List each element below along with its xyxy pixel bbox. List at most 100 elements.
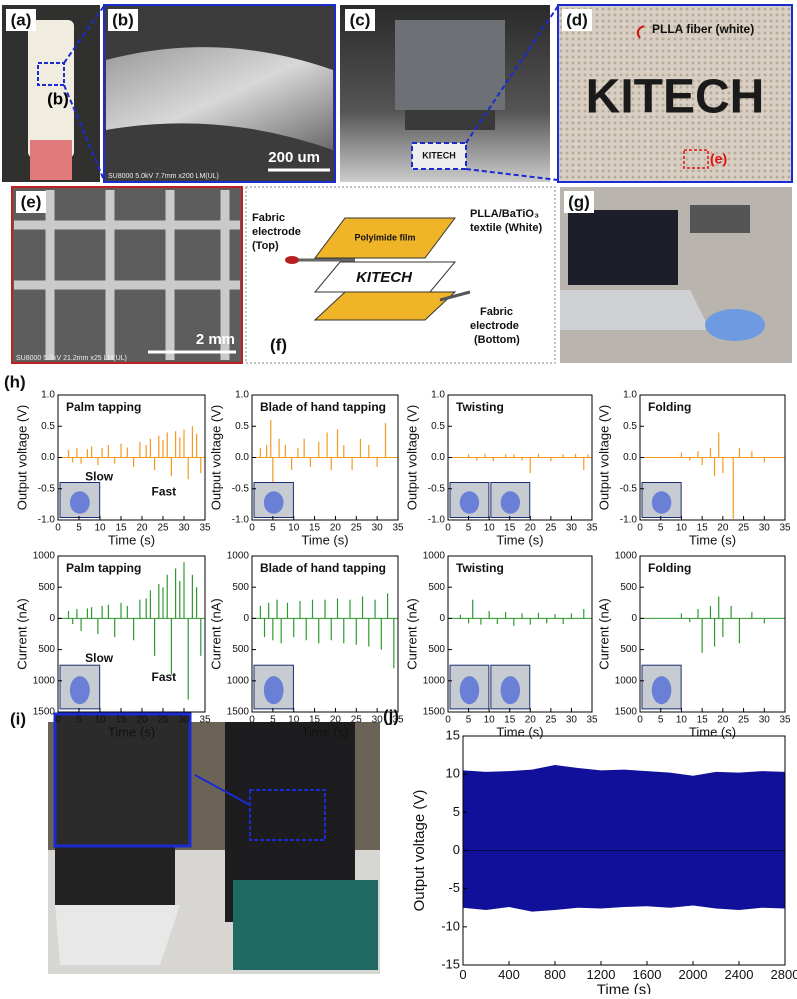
y-tick-label: -1.0: [38, 515, 56, 526]
y-tick-label: 500: [38, 644, 55, 655]
x-tick-label: 1600: [633, 967, 662, 982]
y-tick-label: -15: [441, 956, 460, 971]
y-axis-label: Current (nA): [404, 598, 419, 670]
logo: KITECH: [586, 71, 765, 124]
y-tick-label: 1000: [615, 551, 638, 562]
panel-label: (e): [21, 192, 42, 211]
y-tick-label: 1000: [33, 551, 56, 562]
panel-label: (b): [112, 10, 134, 29]
x-tick-label: 25: [157, 715, 169, 726]
x-tick-label: 0: [249, 715, 255, 726]
scale-label: 2 mm: [196, 331, 235, 348]
x-tick-label: 10: [94, 523, 106, 534]
x-tick-label: 25: [738, 523, 750, 534]
x-tick-label: 15: [115, 523, 127, 534]
x-tick-label: 30: [372, 523, 384, 534]
x-axis-label: Time (s): [108, 724, 155, 739]
x-tick-label: 15: [504, 523, 516, 534]
x-tick-label: 25: [545, 715, 557, 726]
y-tick-label: 0.5: [235, 421, 249, 432]
x-tick-label: 25: [351, 715, 363, 726]
x-tick-label: 25: [545, 523, 557, 534]
x-tick-label: 35: [199, 523, 211, 534]
y-tick-label: 1000: [423, 551, 446, 562]
x-tick-label: 5: [466, 715, 472, 726]
label-top: (Top): [252, 240, 279, 252]
panel-label: (a): [11, 10, 32, 29]
annotation: Fast: [151, 670, 176, 684]
x-tick-label: 35: [392, 715, 404, 726]
annotation: Slow: [85, 470, 114, 484]
y-tick-label: -0.5: [428, 483, 446, 494]
chart-title: Folding: [648, 561, 691, 575]
diagram-f: Polyimide film KITECH Fabric electrode (…: [245, 186, 556, 364]
y-tick-label: 0.0: [41, 452, 55, 463]
x-tick-label: 10: [484, 523, 496, 534]
y-tick-label: 1500: [227, 707, 250, 718]
scale-label: 200 um: [268, 149, 320, 166]
y-tick-label: 1500: [615, 707, 638, 718]
axis-frame: [57, 555, 206, 713]
y-tick-label: 500: [620, 582, 637, 593]
x-axis-label: Time (s): [496, 532, 543, 547]
x-tick-label: 800: [544, 967, 566, 982]
x-tick-label: 30: [178, 715, 190, 726]
inset-photo: [69, 491, 90, 514]
x-tick-label: 30: [372, 715, 384, 726]
y-axis-label: Current (nA): [208, 598, 223, 670]
x-tick-label: 10: [288, 523, 300, 534]
y-tick-label: 0: [631, 613, 637, 624]
x-axis-label: Time (s): [689, 532, 736, 547]
x-tick-label: 5: [658, 715, 664, 726]
x-tick-label: 10: [484, 715, 496, 726]
axis-frame: [639, 555, 786, 713]
y-tick-label: 0.5: [431, 421, 445, 432]
y-tick-label: 1000: [33, 675, 56, 686]
y-tick-label: 0.5: [623, 421, 637, 432]
x-tick-label: 10: [676, 523, 688, 534]
chart-title: Palm tapping: [66, 561, 141, 575]
y-tick-label: 500: [232, 582, 249, 593]
x-tick-label: 10: [288, 715, 300, 726]
x-tick-label: 20: [136, 715, 148, 726]
logo: KITECH: [356, 269, 413, 286]
inset-photo: [500, 491, 521, 514]
x-tick-label: 5: [76, 523, 82, 534]
x-tick-label: 35: [586, 715, 598, 726]
x-tick-label: 10: [94, 715, 106, 726]
y-tick-label: 5: [453, 804, 460, 819]
y-tick-label: 0.0: [235, 452, 249, 463]
y-tick-label: -5: [448, 880, 460, 895]
panel-label: (g): [568, 192, 590, 211]
x-tick-label: 1200: [587, 967, 616, 982]
photo-e: (e) 2 mm SU8000 5.0kV 21.2mm x25 LM(UL): [11, 186, 243, 364]
marker: (e): [710, 151, 727, 167]
x-tick-label: 15: [697, 523, 709, 534]
x-axis-label: Time (s): [597, 981, 651, 994]
inset-photo: [263, 676, 284, 705]
inset-photo: [651, 491, 672, 514]
x-tick-label: 30: [566, 523, 578, 534]
x-tick-label: 0: [445, 523, 451, 534]
x-tick-label: 2800: [771, 967, 797, 982]
inset-photo: [651, 676, 672, 705]
x-tick-label: 35: [199, 715, 211, 726]
y-tick-label: 0.5: [41, 421, 55, 432]
y-tick-label: -0.5: [38, 483, 56, 494]
y-axis-label: Current (nA): [14, 598, 29, 670]
x-tick-label: 20: [717, 715, 729, 726]
panel-label: (c): [350, 10, 371, 29]
signal-band: [463, 765, 785, 851]
x-tick-label: 15: [504, 715, 516, 726]
x-tick-label: 0: [637, 715, 643, 726]
x-tick-label: 35: [779, 715, 791, 726]
y-tick-label: 1000: [227, 675, 250, 686]
x-tick-label: 30: [759, 523, 771, 534]
x-tick-label: 35: [392, 523, 404, 534]
photo-a: (a) (b): [2, 5, 100, 182]
x-tick-label: 20: [330, 523, 342, 534]
label-top: electrode: [252, 226, 301, 238]
chart-title: Twisting: [456, 400, 504, 414]
inset-photo: [69, 676, 90, 705]
panel-label: (h): [4, 372, 26, 391]
